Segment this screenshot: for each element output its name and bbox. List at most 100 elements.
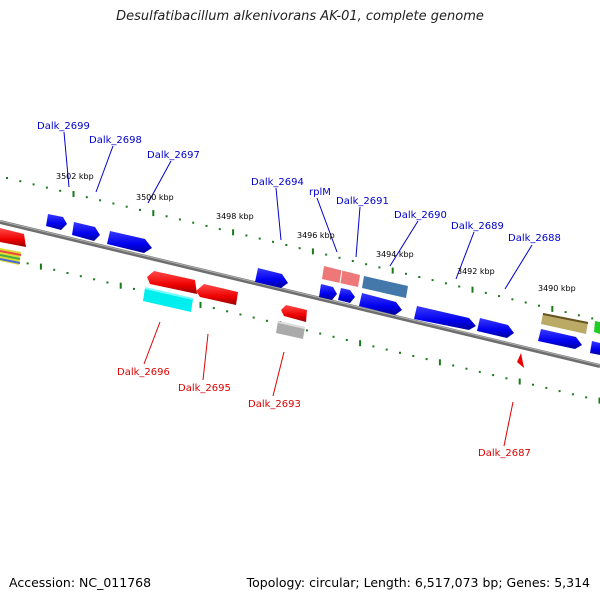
scale-tick-top (258, 237, 261, 240)
scale-tick-bottom (133, 287, 135, 290)
scale-tick-top (444, 282, 447, 285)
gene-arrow-rplm (319, 284, 337, 300)
topology-text: Topology: circular; Length: 6,517,073 bp… (246, 575, 590, 590)
scale-tick-bottom (239, 313, 242, 316)
gene-arrow-dalk-2697 (107, 231, 152, 253)
scale-tick-top (59, 189, 62, 192)
gene-label-rplm: rplM (309, 187, 331, 198)
scale-tick-top (564, 311, 567, 314)
scale-tick-top (311, 248, 314, 255)
scale-tick-bottom (545, 386, 548, 389)
scale-tick-bottom (212, 307, 215, 310)
scale-tick-top (405, 272, 407, 275)
scale-tick-top (6, 177, 8, 179)
scale-tick-top (391, 267, 394, 274)
scale-tick-bottom (345, 339, 348, 341)
scale-labels: 3502 kbp 3500 kbp 3498 kbp 3496 kbp 3494… (56, 172, 576, 293)
scale-tick-top (325, 253, 328, 256)
gene-arrow-dalk-2698 (72, 222, 100, 241)
scale-tick-bottom (266, 319, 268, 322)
scale-tick-bottom (505, 377, 508, 380)
gene-arrow-dalk-2696 (147, 271, 197, 294)
scale-label-3494: 3494 kbp (376, 250, 414, 259)
scale-tick-bottom (399, 351, 401, 354)
connector-dalk-2698 (95, 145, 114, 193)
gene-arrow-right-2 (590, 341, 600, 355)
gene-arrow-dalk-2691 (338, 288, 355, 303)
scale-tick-bottom (412, 355, 415, 357)
scale-tick-bottom (452, 364, 455, 367)
connector-dalk-2691 (355, 206, 361, 258)
gene-label-dalk-2699: Dalk_2699 (37, 121, 90, 132)
scale-tick-top (498, 295, 501, 298)
gene-arrow-dalk-2694 (255, 268, 288, 288)
bottom-gene-labels: Dalk_2696 Dalk_2695 Dalk_2693 Dalk_2687 (117, 367, 531, 459)
scale-tick-bottom (585, 396, 588, 399)
scale-tick-bottom (26, 262, 29, 265)
scale-ticks-bottom (0, 256, 600, 404)
scale-tick-top (99, 199, 102, 202)
scale-tick-top (125, 205, 128, 208)
lower-lane-genes (0, 248, 306, 339)
scale-tick-top (418, 276, 421, 278)
scale-label-3498: 3498 kbp (216, 212, 254, 221)
scale-tick-bottom (305, 329, 308, 332)
scale-tick-bottom (53, 268, 56, 271)
connector-dalk-2697 (147, 160, 172, 204)
scale-tick-bottom (465, 367, 468, 370)
scale-tick-top (192, 221, 195, 224)
genome-backbone (0, 220, 600, 368)
scale-tick-top (32, 183, 35, 186)
scale-tick-top (351, 260, 354, 262)
connector-dalk-2688 (504, 244, 533, 290)
scale-label-3492: 3492 kbp (457, 267, 495, 276)
scale-tick-top (298, 247, 301, 250)
scale-tick-bottom (385, 348, 388, 351)
gene-arrow-dalk-2699 (46, 214, 67, 230)
scale-tick-bottom (438, 359, 441, 366)
scale-tick-bottom (478, 370, 481, 373)
scale-tick-top (484, 291, 487, 294)
upper-lane-genes (322, 266, 589, 334)
connector-dalk-2699 (63, 131, 70, 188)
scale-tick-top (19, 180, 22, 183)
gene-arrow-dalk-2693 (281, 305, 307, 322)
scale-tick-bottom (39, 263, 42, 270)
scale-tick-bottom (93, 278, 96, 281)
scale-tick-top (365, 263, 368, 266)
scale-tick-top (112, 202, 115, 205)
scale-tick-bottom (532, 383, 534, 386)
connector-rplm (316, 197, 338, 253)
gene-label-dalk-2696: Dalk_2696 (117, 367, 170, 378)
scale-tick-top (471, 286, 474, 293)
scale-tick-top (232, 229, 235, 236)
scale-tick-top (272, 240, 274, 243)
scale-tick-top (511, 298, 514, 301)
connector-dalk-2689 (455, 231, 475, 280)
gene-label-dalk-2688: Dalk_2688 (508, 233, 561, 244)
gene-label-dalk-2695: Dalk_2695 (178, 383, 231, 394)
gene-box-gray (276, 321, 305, 339)
scale-tick-bottom (66, 272, 69, 274)
accession-text: Accession: NC_011768 (9, 575, 152, 590)
scale-tick-top (431, 279, 434, 282)
scale-tick-top (338, 256, 341, 259)
top-gene-labels: Dalk_2699 Dalk_2698 Dalk_2697 Dalk_2694 … (37, 121, 561, 244)
scale-tick-bottom (106, 281, 109, 284)
label-connectors (63, 131, 533, 447)
scale-tick-bottom (558, 390, 561, 393)
gene-arrow-left-edge (0, 228, 26, 247)
scale-tick-bottom (518, 378, 521, 385)
scale-tick-top (139, 208, 141, 211)
scale-tick-top (538, 304, 540, 307)
map-title: Desulfatibacillum alkenivorans AK-01, co… (116, 9, 484, 24)
gene-box-steelblue (362, 276, 408, 298)
scale-tick-bottom (598, 397, 600, 404)
scale-tick-top (591, 317, 594, 320)
scale-tick-bottom (492, 374, 495, 377)
gene-label-dalk-2698: Dalk_2698 (89, 135, 142, 146)
scale-tick-top (218, 228, 221, 231)
scale-tick-bottom (425, 358, 428, 361)
scale-tick-top (551, 305, 554, 312)
